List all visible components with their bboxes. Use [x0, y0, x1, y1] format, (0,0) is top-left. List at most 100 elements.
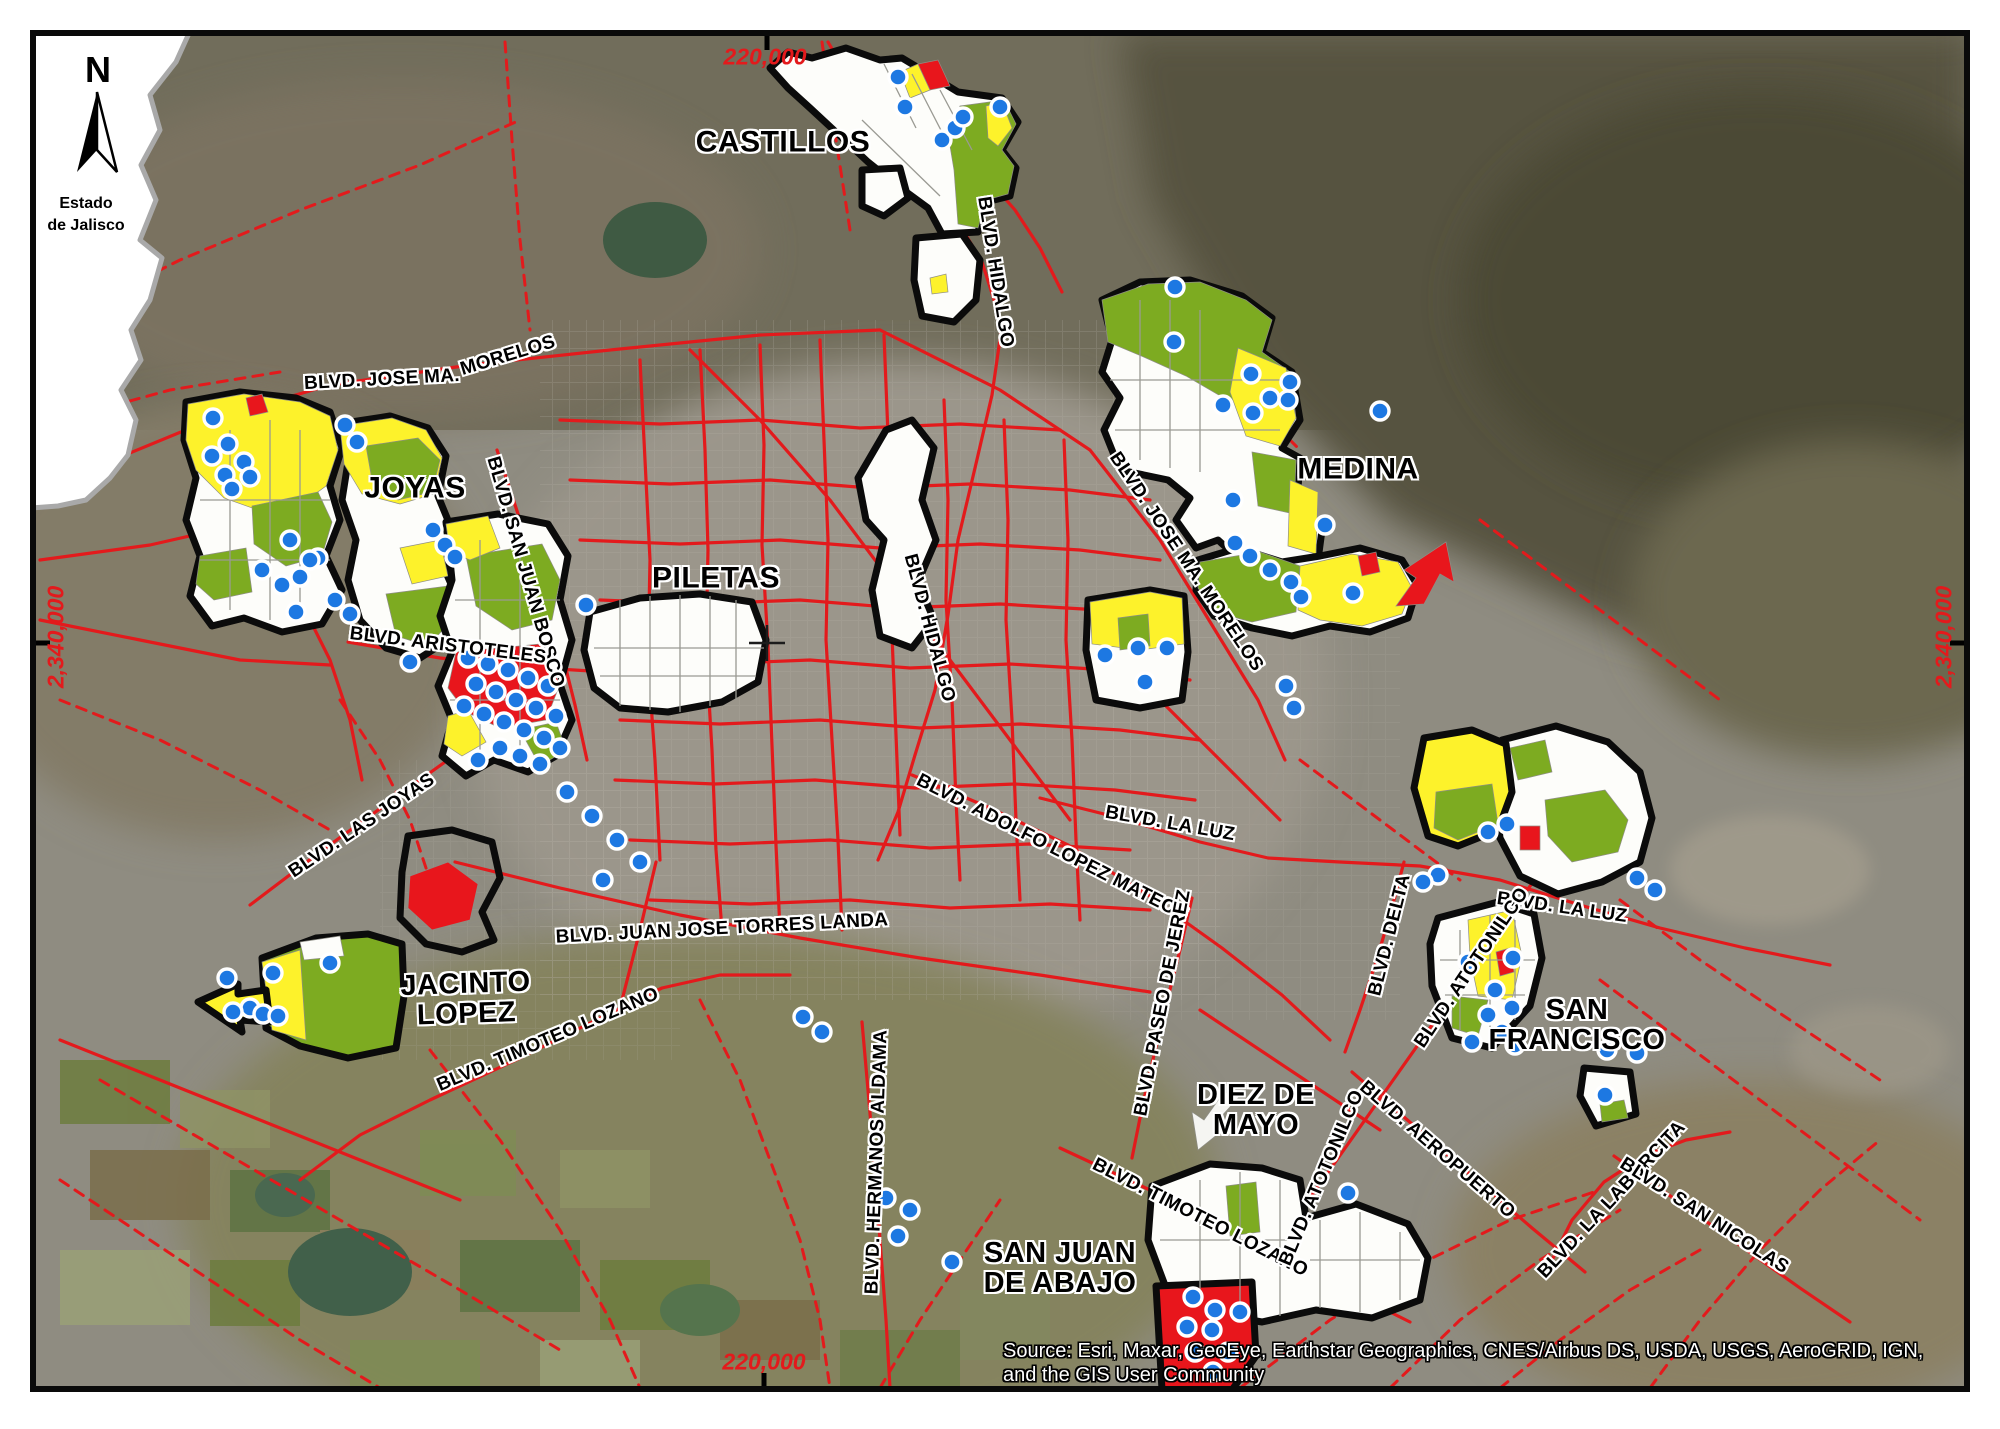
source-line-1: Source: Esri, Maxar, GeoEye, Earthstar G… [1003, 1340, 1924, 1362]
blue-point-marker [509, 745, 531, 767]
landuse-patch [365, 437, 441, 501]
blue-point-marker [1202, 1361, 1224, 1383]
blue-point-marker [1094, 644, 1116, 666]
road-dashed [428, 1048, 642, 1390]
blue-point-marker [267, 1005, 289, 1027]
landuse-patch [929, 273, 949, 295]
blue-point-marker [216, 967, 238, 989]
blue-point-marker [1259, 387, 1281, 409]
blue-point-marker [339, 603, 361, 625]
blue-point-marker [887, 1225, 909, 1247]
blue-point-marker [422, 519, 444, 541]
blue-point-marker [1594, 1084, 1616, 1106]
blue-point-marker [299, 549, 321, 571]
blue-point-marker [334, 414, 356, 436]
blue-point-marker [444, 546, 466, 568]
blue-point-marker [1626, 867, 1648, 889]
colonia-polygon [910, 230, 984, 326]
colonia-polygon [858, 164, 912, 220]
road-solid [613, 778, 1197, 802]
blue-point-marker [592, 869, 614, 891]
grid-label-bottom: 220,000 [722, 1348, 806, 1375]
landuse-patch [1509, 739, 1553, 781]
blue-point-marker [453, 695, 475, 717]
blue-point-marker [465, 673, 487, 695]
blue-point-marker [1644, 879, 1666, 901]
blue-point-marker [556, 781, 578, 803]
road-solid [628, 838, 1132, 852]
blue-point-marker [545, 705, 567, 727]
points-layer [201, 66, 1666, 1383]
road-solid [1038, 796, 1832, 967]
road-solid [1198, 1008, 1382, 1132]
state-label-estado: Estado [59, 195, 113, 212]
area-label-line: SAN JUAN [983, 1236, 1137, 1269]
road-dashed [58, 1178, 382, 1390]
blue-point-marker [222, 1001, 244, 1023]
blue-point-marker [1504, 1034, 1526, 1056]
road-solid [620, 860, 658, 1002]
blue-point-marker [952, 106, 974, 128]
area-label-jacinto-lopez: JACINTO LOPEZ [400, 966, 532, 1032]
road-solid [1002, 418, 1022, 902]
colonia-polygon [580, 590, 770, 716]
blue-point-marker [251, 559, 273, 581]
blue-point-marker [606, 829, 628, 851]
road-dashed [1388, 1208, 1622, 1390]
area-label-line: DE ABAJO [983, 1267, 1137, 1299]
blue-point-marker [1502, 947, 1524, 969]
grid-label-left: 2,340,000 [42, 585, 69, 689]
blue-point-marker [989, 96, 1011, 118]
road-solid [1343, 860, 1406, 1054]
blue-point-marker [1314, 514, 1336, 536]
area-label-line: CASTILLOS [695, 125, 871, 159]
landuse-patch [399, 539, 449, 585]
road-solid [58, 1038, 462, 1202]
blue-point-marker [1184, 1341, 1206, 1363]
blue-point-marker [399, 651, 421, 673]
blue-point-marker [1477, 1004, 1499, 1026]
blue-point-marker [1461, 1031, 1483, 1053]
area-label-joyas: JOYAS [364, 472, 465, 503]
road-solid [1062, 438, 1082, 922]
blue-point-marker [271, 574, 293, 596]
blue-point-marker [201, 445, 223, 467]
north-arrow-label: N [85, 49, 111, 90]
graticule-cross [749, 625, 785, 661]
landuse-patch [1225, 1181, 1261, 1237]
blue-point-marker [811, 1021, 833, 1043]
blue-point-marker [497, 659, 519, 681]
blue-point-marker [1229, 1301, 1251, 1323]
area-label-piletas: PILETAS [652, 562, 780, 593]
road-dashed [58, 698, 332, 832]
blue-point-marker [1134, 671, 1156, 693]
road-dashed [1298, 758, 1462, 882]
area-label-san-juan-de-abajo: SAN JUAN DE ABAJO [984, 1238, 1137, 1298]
blue-point-marker [941, 1251, 963, 1273]
landuse-patch [1357, 551, 1381, 577]
blue-point-marker [533, 727, 555, 749]
blue-point-marker [1626, 1042, 1648, 1064]
road-solid [558, 418, 1062, 432]
blue-point-marker [1369, 400, 1391, 422]
grid-label-top: 220,000 [723, 43, 807, 70]
blue-point-marker [1224, 532, 1246, 554]
blue-point-marker [1596, 1039, 1618, 1061]
landuse-patch [1544, 789, 1629, 863]
blue-point-marker [346, 431, 368, 453]
road-dashed [1598, 978, 1922, 1222]
road-dashed [1498, 1248, 1702, 1390]
blue-point-marker [875, 1187, 897, 1209]
blue-point-marker [1217, 1341, 1239, 1363]
blue-point-marker [1163, 331, 1185, 353]
source-attribution: Source: Esri, Maxar, GeoEye, Earthstar G… [1003, 1339, 1978, 1388]
road-dashed [1648, 1138, 1882, 1390]
blue-point-marker [1501, 997, 1523, 1019]
blue-point-marker [477, 653, 499, 675]
area-label-line: DIEZ DE [1197, 1078, 1315, 1111]
area-label-line: FRANCISCO [1488, 1024, 1666, 1056]
road-solid [298, 973, 792, 1182]
road-solid [1350, 1070, 1587, 1274]
blue-point-marker [1156, 637, 1178, 659]
blue-point-marker [1127, 637, 1149, 659]
